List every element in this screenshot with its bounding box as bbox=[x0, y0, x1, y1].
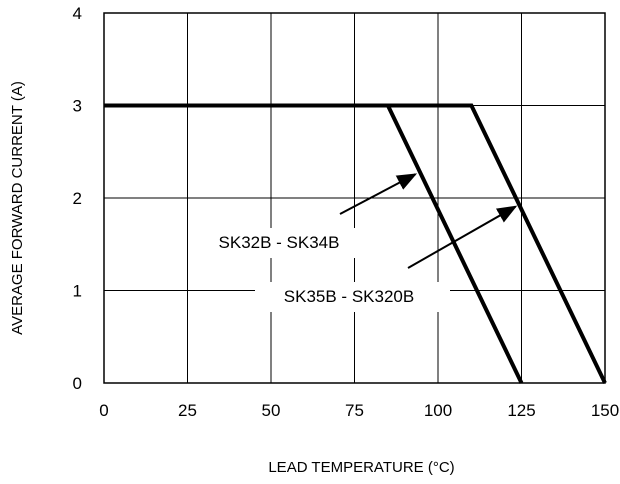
x-tick-label: 125 bbox=[507, 401, 535, 420]
annotation-label: SK35B - SK320B bbox=[284, 287, 414, 306]
y-tick-label: 1 bbox=[73, 282, 82, 301]
annotation-label: SK32B - SK34B bbox=[219, 233, 340, 252]
y-tick-label: 2 bbox=[73, 189, 82, 208]
y-tick-label: 0 bbox=[73, 374, 82, 393]
y-axis-title: AVERAGE FORWARD CURRENT (A) bbox=[9, 81, 26, 335]
x-tick-label: 100 bbox=[424, 401, 452, 420]
annotations: SK32B - SK34B SK35B - SK320B bbox=[219, 173, 518, 312]
annotation-bg bbox=[255, 282, 450, 312]
x-tick-label: 0 bbox=[99, 401, 108, 420]
x-axis-title: LEAD TEMPERATURE (°C) bbox=[268, 459, 454, 476]
plot-frame bbox=[103, 12, 606, 384]
grid bbox=[104, 13, 605, 383]
x-tick-label: 50 bbox=[262, 401, 281, 420]
x-tick-label: 75 bbox=[345, 401, 364, 420]
annotation-bg bbox=[260, 228, 432, 258]
series-line-2 bbox=[104, 103, 607, 384]
x-tick-label: 150 bbox=[591, 401, 619, 420]
tick-labels: 0 25 50 75 100 125 150 0 1 2 3 4 bbox=[73, 4, 620, 420]
series bbox=[104, 103, 607, 384]
x-tick-label: 25 bbox=[178, 401, 197, 420]
y-tick-label: 4 bbox=[73, 4, 82, 23]
annotation-arrow bbox=[339, 173, 418, 215]
annotation-arrow bbox=[407, 205, 518, 269]
y-tick-label: 3 bbox=[73, 97, 82, 116]
